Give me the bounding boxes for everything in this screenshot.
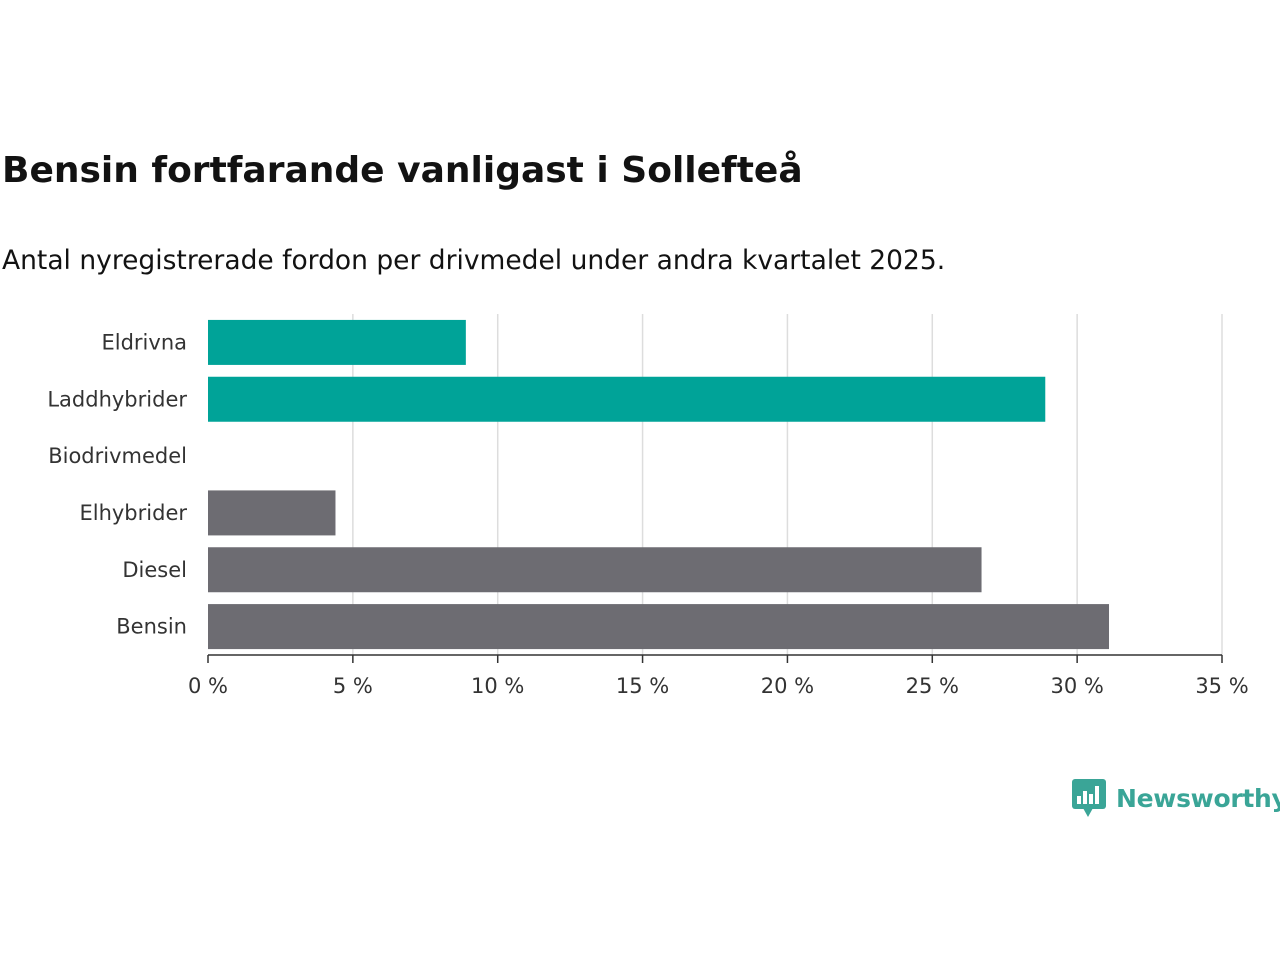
x-tick-label: 15 % [616, 674, 669, 698]
category-label: Laddhybrider [47, 387, 187, 411]
category-label: Diesel [122, 558, 187, 582]
bar[interactable] [208, 376, 1046, 422]
x-tick-label: 35 % [1195, 674, 1248, 698]
x-tick-label: 10 % [471, 674, 524, 698]
x-tick-label: 0 % [188, 674, 228, 698]
bars [208, 319, 1110, 650]
newsworthy-chart-bubble-icon [1072, 779, 1106, 817]
chart-subtitle: Antal nyregistrerade fordon per drivmede… [2, 245, 946, 276]
x-tick-label: 5 % [333, 674, 373, 698]
bar[interactable] [208, 319, 466, 365]
chart-title: Bensin fortfarande vanligast i Sollefteå [2, 150, 803, 191]
gridlines [352, 314, 1223, 655]
newsworthy-logo[interactable]: Newsworthy [1072, 776, 1280, 820]
x-tick-label: 20 % [761, 674, 814, 698]
category-labels: Eldrivna Laddhybrider Biodrivmedel Elhybrid… [47, 330, 187, 638]
bar[interactable] [208, 604, 1110, 650]
x-tick-label: 30 % [1050, 674, 1103, 698]
category-label: Biodrivmedel [48, 444, 187, 468]
x-axis: 0 % 5 % 10 % 15 % 20 % 25 % 30 % 35 % [188, 654, 1249, 698]
category-label: Bensin [116, 615, 187, 639]
x-tick-label: 25 % [906, 674, 959, 698]
bar[interactable] [208, 547, 982, 593]
brand-name: Newsworthy [1116, 783, 1280, 813]
bar[interactable] [208, 490, 336, 536]
category-label: Eldrivna [101, 330, 187, 354]
category-label: Elhybrider [79, 501, 187, 525]
